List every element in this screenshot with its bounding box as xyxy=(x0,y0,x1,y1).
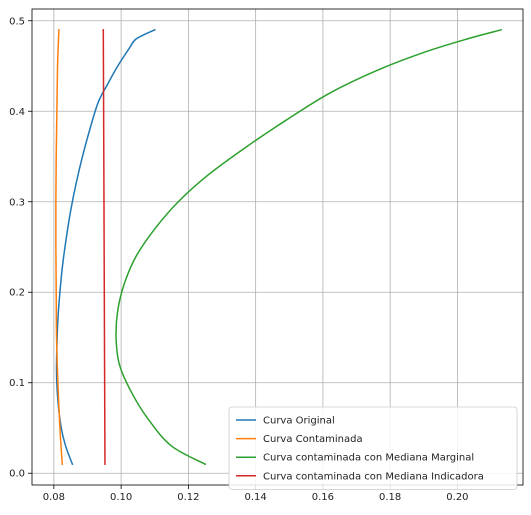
series-line-mediana-indicadora xyxy=(102,29,106,465)
x-tick-label: 0.14 xyxy=(245,492,267,503)
y-tick-label: 0.0 xyxy=(9,469,25,480)
x-tick-label: 0.20 xyxy=(446,492,468,503)
y-tick-label: 0.2 xyxy=(9,288,25,299)
legend: Curva Original Curva Contaminada Curva con… xyxy=(228,406,518,490)
x-tick-label: 0.18 xyxy=(379,492,401,503)
legend-label: Curva Original xyxy=(263,416,335,427)
x-tick-label: 0.08 xyxy=(43,492,65,503)
series-lines xyxy=(55,28,503,466)
legend-label: Curva contaminada con Mediana Marginal xyxy=(263,453,474,464)
legend-label: Curva contaminada con Mediana Indicadora xyxy=(263,471,484,482)
x-axis: 0.08 0.10 0.12 0.14 0.16 0.18 0.20 xyxy=(43,485,469,503)
x-tick-label: 0.12 xyxy=(177,492,199,503)
y-tick-label: 0.4 xyxy=(9,107,25,118)
legend-box xyxy=(228,406,518,490)
series-line-original xyxy=(55,28,156,466)
y-tick-label: 0.1 xyxy=(9,378,25,389)
legend-label: Curva Contaminada xyxy=(263,434,363,445)
y-tick-label: 0.5 xyxy=(9,16,25,27)
x-tick-label: 0.10 xyxy=(110,492,132,503)
grid-lines xyxy=(32,9,523,485)
y-tick-label: 0.3 xyxy=(9,197,25,208)
series-line-contaminada xyxy=(55,29,64,465)
y-axis: 0.0 0.1 0.2 0.3 0.4 0.5 xyxy=(9,16,32,480)
x-tick-label: 0.16 xyxy=(312,492,334,503)
series-line-mediana-marginal xyxy=(115,28,503,466)
